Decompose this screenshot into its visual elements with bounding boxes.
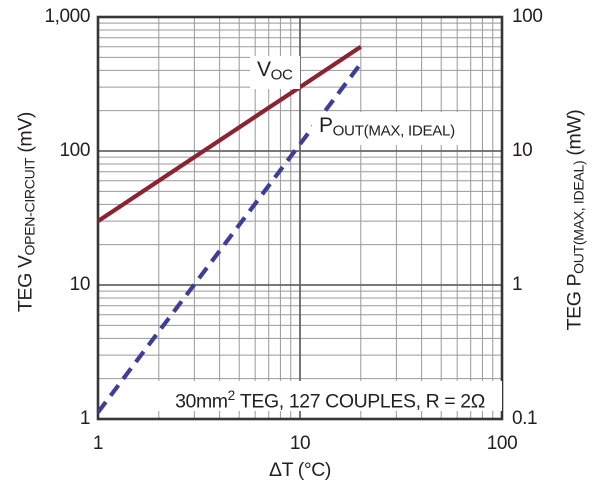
voc-curve — [96, 44, 362, 223]
y-left-title-unit: (mV) — [14, 112, 37, 158]
y-right-tick-100: 100 — [512, 6, 543, 27]
y-left-tick-10: 10 — [69, 274, 91, 295]
pout-label-base: P — [319, 114, 333, 137]
pout-curve-label: POUT(MAX, IDEAL) — [312, 112, 462, 146]
y-left-tick-1: 1 — [79, 408, 91, 429]
y-right-tick-0p1: 0.1 — [512, 408, 538, 429]
plot-border — [96, 15, 504, 421]
conditions-annotation: 30mm2 TEG, 127 COUPLES, R = 2Ω — [140, 381, 502, 413]
pout-curve — [96, 62, 363, 414]
y-right-tick-1: 1 — [512, 274, 523, 295]
y-right-axis-title: TEG POUT(MAX, IDEAL) (mW) — [563, 110, 586, 331]
y-left-tick-1000: 1,000 — [44, 6, 90, 27]
y-right-title-base: TEG P — [563, 273, 586, 331]
y-right-tick-10: 10 — [512, 140, 533, 161]
y-right-title-unit: (mW) — [563, 109, 586, 161]
voc-label-base: V — [257, 58, 271, 81]
y-left-axis-title: TEG VOPEN-CIRCUIT (mV) — [14, 112, 37, 312]
x-tick-1: 1 — [92, 433, 104, 454]
voc-label-sub: OC — [270, 66, 293, 84]
y-left-title-sub: OPEN-CIRCUIT — [21, 157, 38, 256]
y-left-title-base: TEG V — [14, 255, 37, 312]
annotation-base: 30mm — [175, 390, 228, 413]
y-left-tick-100: 100 — [59, 140, 90, 161]
x-tick-100: 100 — [486, 433, 518, 454]
y-right-title-sub: OUT(MAX, IDEAL) — [570, 160, 587, 274]
annotation-sup: 2 — [227, 388, 236, 403]
x-axis-title: ΔT (°C) — [268, 459, 332, 481]
x-tick-10: 10 — [289, 433, 311, 454]
annotation-rest: TEG, 127 COUPLES, R = 2Ω — [235, 390, 485, 413]
voc-curve-label: VOC — [250, 56, 300, 90]
pout-label-sub: OUT(MAX, IDEAL) — [332, 122, 456, 140]
